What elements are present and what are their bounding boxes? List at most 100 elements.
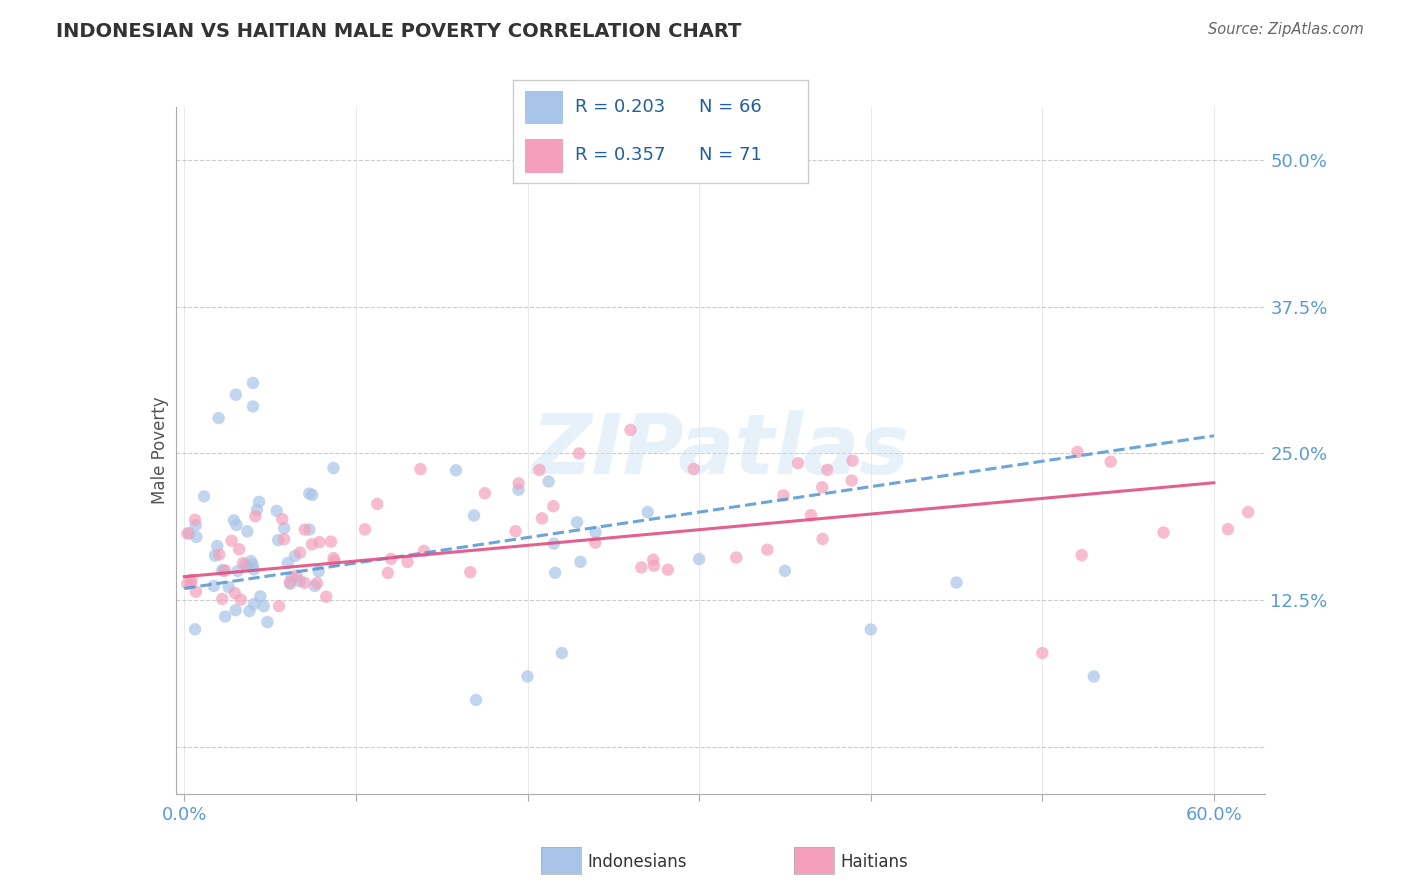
Point (1237, 505, 1260, 519)
Point (208, 548, 231, 562)
Point (245, 509, 267, 524)
Point (301, 488, 323, 502)
Point (444, 463, 467, 477)
Point (229, 592, 252, 607)
Point (568, 446, 591, 460)
Point (221, 533, 243, 548)
Point (474, 486, 496, 500)
Point (208, 411, 231, 425)
Point (179, 526, 201, 541)
Point (225, 518, 247, 533)
Point (298, 486, 321, 500)
Point (516, 669, 538, 683)
Point (222, 513, 245, 527)
Point (277, 556, 299, 570)
Text: R = 0.203: R = 0.203 (575, 98, 665, 117)
Bar (524, 139, 564, 173)
Point (308, 535, 330, 549)
Point (232, 556, 254, 570)
Point (657, 563, 679, 577)
Point (236, 524, 259, 539)
Point (253, 599, 276, 614)
Point (238, 604, 260, 618)
Point (569, 555, 592, 569)
Point (637, 505, 659, 519)
Point (304, 579, 326, 593)
Point (180, 576, 202, 591)
Point (236, 559, 259, 574)
Point (186, 530, 208, 544)
Point (288, 545, 311, 559)
Point (285, 568, 308, 582)
Point (319, 534, 342, 549)
Point (1099, 455, 1122, 469)
Point (551, 646, 574, 660)
Point (354, 522, 377, 536)
Point (366, 497, 388, 511)
Point (1070, 548, 1092, 562)
Point (544, 566, 567, 580)
Text: Source: ZipAtlas.com: Source: ZipAtlas.com (1208, 22, 1364, 37)
Point (184, 513, 207, 527)
Point (284, 549, 307, 563)
Point (225, 387, 247, 401)
Point (643, 558, 665, 573)
Point (228, 542, 250, 557)
Point (505, 524, 527, 539)
Point (530, 511, 553, 525)
Text: N = 71: N = 71 (699, 145, 762, 163)
Point (529, 463, 551, 477)
Point (225, 603, 247, 617)
Point (266, 504, 288, 518)
Point (278, 575, 301, 590)
Point (585, 525, 607, 540)
Point (859, 623, 882, 637)
Point (242, 558, 264, 572)
Point (380, 552, 402, 566)
Text: R = 0.357: R = 0.357 (575, 145, 665, 163)
Point (537, 475, 560, 489)
Point (815, 463, 838, 477)
Point (773, 564, 796, 578)
Point (1216, 522, 1239, 536)
Point (308, 564, 330, 578)
Point (543, 500, 565, 514)
Point (322, 551, 344, 566)
Point (945, 575, 967, 590)
Point (1083, 669, 1105, 683)
Point (565, 516, 588, 530)
Point (214, 609, 236, 624)
Point (202, 579, 225, 593)
Point (176, 576, 198, 591)
Point (725, 550, 748, 565)
Point (841, 453, 863, 467)
Point (267, 599, 290, 613)
Point (756, 542, 779, 557)
Text: ZIPatlas: ZIPatlas (531, 410, 910, 491)
Point (643, 553, 665, 567)
Point (301, 537, 323, 551)
Point (243, 597, 266, 611)
Point (1066, 445, 1088, 459)
Point (273, 521, 295, 535)
Point (184, 584, 207, 599)
Point (278, 576, 301, 591)
Point (305, 576, 328, 591)
Point (630, 560, 652, 574)
Text: Haitians: Haitians (841, 853, 908, 871)
Text: Indonesians: Indonesians (588, 853, 688, 871)
Point (1153, 525, 1175, 540)
Point (214, 563, 236, 577)
Point (271, 512, 294, 526)
Point (239, 554, 262, 568)
Point (772, 488, 794, 502)
Point (294, 575, 316, 590)
Text: INDONESIAN VS HAITIAN MALE POVERTY CORRELATION CHART: INDONESIAN VS HAITIAN MALE POVERTY CORRE… (56, 22, 741, 41)
Point (294, 523, 316, 537)
Point (267, 533, 290, 548)
Point (465, 693, 488, 707)
Point (508, 483, 530, 497)
Point (226, 564, 249, 578)
Point (247, 495, 270, 509)
Point (256, 615, 278, 629)
